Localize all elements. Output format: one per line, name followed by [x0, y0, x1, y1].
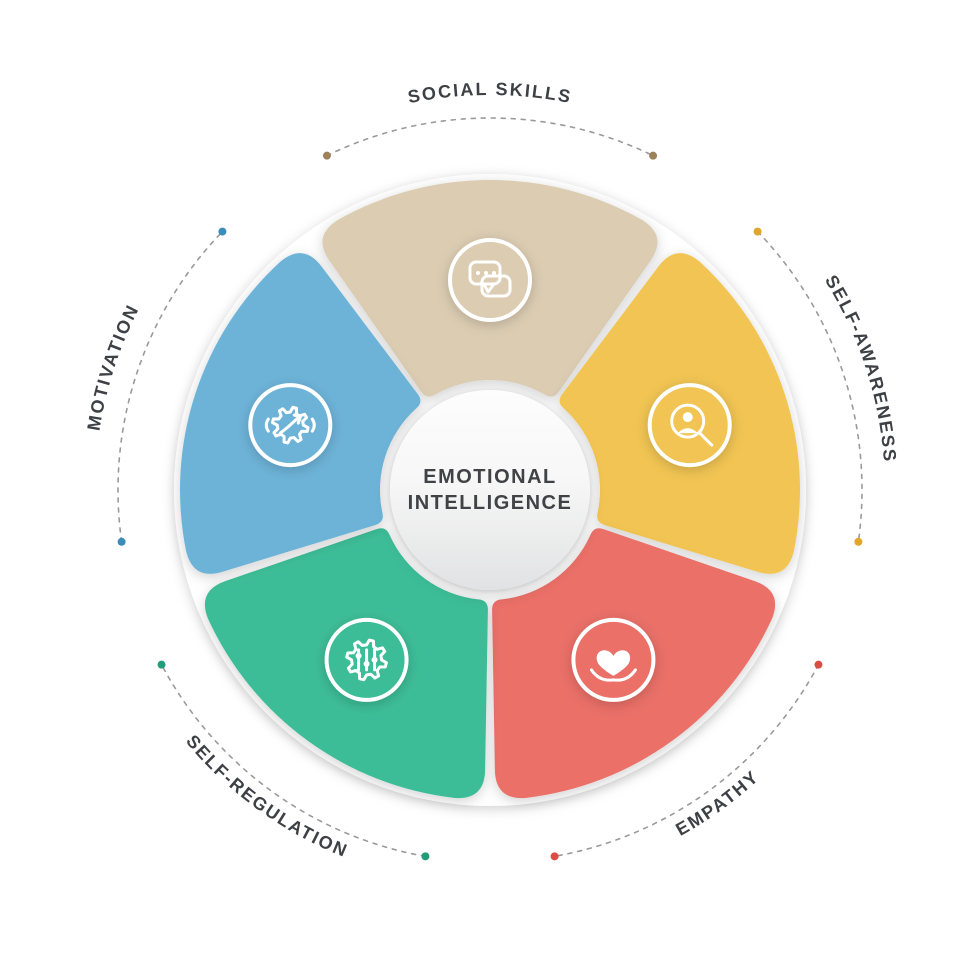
- arc-dot-motivation: [118, 538, 126, 546]
- infographic-stage: SOCIAL SKILLSSELF-AWARENESSEMPATHYSELF-R…: [0, 0, 980, 980]
- icon-social_skills: [445, 235, 535, 325]
- arc-dot-motivation: [218, 228, 226, 236]
- dashed-arc-social_skills: [327, 118, 653, 156]
- arc-dot-social_skills: [649, 152, 657, 160]
- icon-self_regulation: [322, 615, 412, 705]
- arc-dot-empathy: [814, 661, 822, 669]
- arc-dot-empathy: [551, 852, 559, 860]
- arc-dot-self_awareness: [854, 538, 862, 546]
- arc-dot-self_regulation: [158, 661, 166, 669]
- icon-self_awareness: [645, 380, 735, 470]
- arc-dot-self_awareness: [754, 228, 762, 236]
- label-empathy: EMPATHY: [672, 766, 763, 840]
- arc-dot-self_regulation: [421, 852, 429, 860]
- icon-motivation: [245, 380, 335, 470]
- label-motivation: MOTIVATION: [84, 301, 144, 432]
- arc-dot-social_skills: [323, 152, 331, 160]
- center-label: EMOTIONAL INTELLIGENCE: [408, 464, 573, 516]
- label-social_skills: SOCIAL SKILLS: [406, 79, 574, 107]
- center-circle: EMOTIONAL INTELLIGENCE: [390, 390, 590, 590]
- label-self_awareness: SELF-AWARENESS: [821, 271, 900, 463]
- icon-empathy: [568, 615, 658, 705]
